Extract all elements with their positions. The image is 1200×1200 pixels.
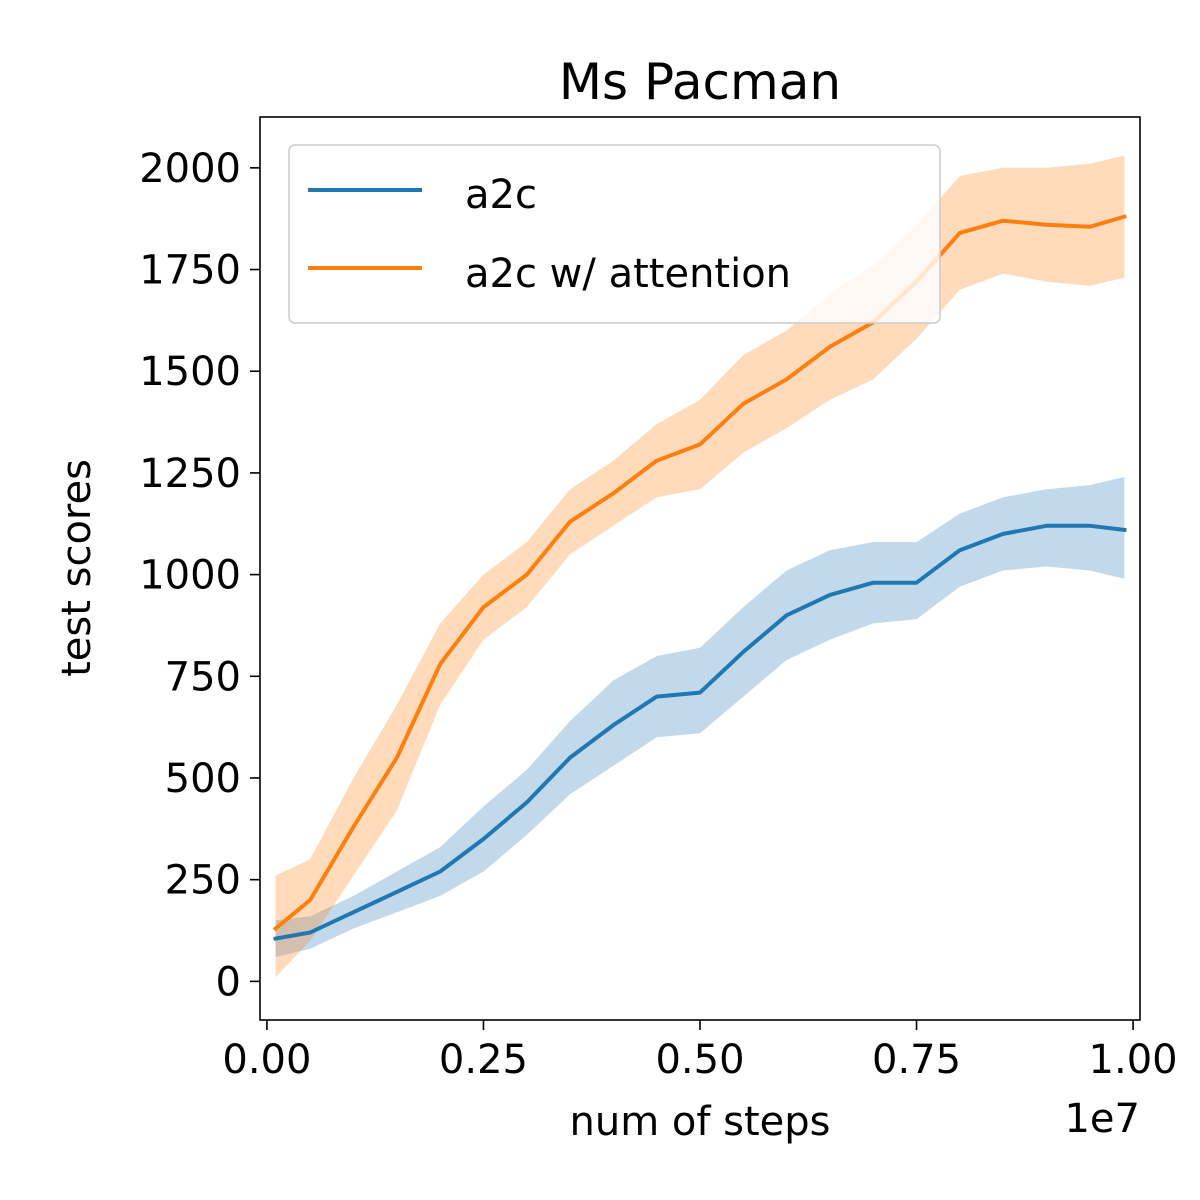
x-tick-label: 0.00 bbox=[222, 1037, 311, 1083]
x-tick-label: 0.50 bbox=[655, 1037, 744, 1083]
y-tick-label: 0 bbox=[216, 959, 241, 1005]
x-tick-label: 1.00 bbox=[1089, 1037, 1178, 1083]
series-line-a2c bbox=[273, 523, 1127, 941]
x-axis-offset-label: 1e7 bbox=[1064, 1096, 1140, 1142]
legend-frame bbox=[288, 144, 941, 324]
legend-label-a2c: a2c bbox=[465, 172, 537, 218]
axis-ticks: 0.00 0.25 0.50 0.75 1.00 0 250 500 750 1000 1250 15… bbox=[139, 146, 1177, 1083]
legend: a2c a2c w/ attention bbox=[288, 144, 941, 324]
series-line-a2c-attention bbox=[272, 214, 1127, 932]
legend-label-a2c-attention: a2c w/ attention bbox=[465, 251, 791, 297]
y-tick-label: 250 bbox=[165, 858, 241, 904]
x-tick-label: 0.25 bbox=[439, 1037, 528, 1083]
y-tick-label: 1000 bbox=[139, 553, 241, 599]
y-tick-label: 500 bbox=[165, 756, 241, 802]
y-tick-label: 750 bbox=[165, 654, 241, 700]
plot-area bbox=[272, 155, 1127, 978]
y-tick-label: 1750 bbox=[139, 248, 241, 294]
y-tick-label: 1250 bbox=[139, 451, 241, 497]
confidence-band-a2c-attention bbox=[275, 155, 1125, 978]
y-axis-label: test scores bbox=[54, 459, 100, 677]
y-tick-label: 2000 bbox=[139, 146, 241, 192]
y-tick-label: 1500 bbox=[139, 349, 241, 395]
chart-title: Ms Pacman bbox=[559, 53, 841, 111]
x-tick-label: 0.75 bbox=[872, 1037, 961, 1083]
x-axis-label: num of steps bbox=[569, 1099, 830, 1145]
